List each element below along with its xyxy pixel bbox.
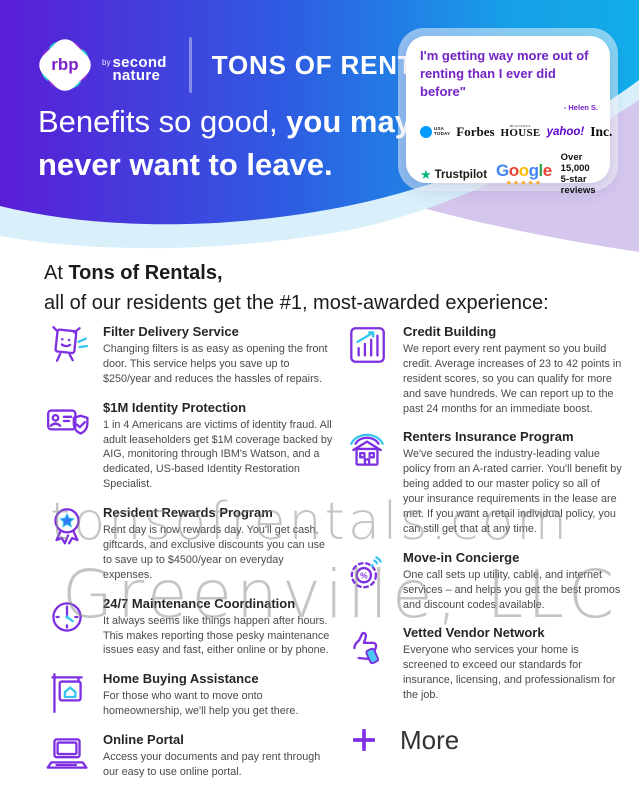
- feature-body: One call sets up utility, cable, and int…: [403, 568, 621, 611]
- by-label: by: [102, 57, 111, 67]
- intro-line2: all of our residents get the #1, most-aw…: [44, 292, 549, 314]
- usa-today-logo: USA TODAY: [420, 125, 450, 138]
- yahoo-logo: yahoo!: [546, 125, 585, 138]
- intro-heading: At Tons of Rentals, all of our residents…: [44, 262, 549, 314]
- google-stars-icon: ★★★★★: [505, 180, 543, 188]
- press-logos-row: USA TODAY Forbes BEAUTIFUL HOUSE yahoo! …: [420, 123, 612, 140]
- feature-title: 24/7 Maintenance Coordination: [103, 595, 296, 611]
- usa-today-circle-icon: [420, 125, 432, 138]
- feature-title: Move-in Concierge: [403, 549, 520, 565]
- rbp-logo: rbp: [33, 33, 97, 97]
- concierge-dial-icon: %: [350, 556, 382, 589]
- feature-vetted-vendors: Vetted Vendor Network Everyone who servi…: [344, 623, 623, 703]
- id-card-shield-icon: [47, 409, 89, 435]
- hero-headline: Benefits so good, you may never want to …: [38, 100, 412, 187]
- feature-body: It always seems like things happen after…: [103, 614, 330, 657]
- feature-body: Everyone who services your home is scree…: [403, 644, 616, 702]
- feature-body: Access your documents and pay rent throu…: [103, 751, 321, 779]
- feature-credit-building: Credit Building We report every rent pay…: [344, 322, 623, 416]
- feature-body: 1 in 4 Americans are victims of identity…: [103, 418, 333, 491]
- plus-icon: [353, 729, 375, 751]
- headline-bold-part1: you may: [286, 104, 412, 139]
- feature-title: $1M Identity Protection: [103, 399, 247, 415]
- review-count: Over 15,000 5-star reviews: [560, 151, 596, 196]
- headline-light-part: Benefits so good,: [38, 104, 287, 139]
- rbp-logo-text: rbp: [51, 55, 79, 74]
- features-grid: Filter Delivery Service Changing filters…: [44, 322, 627, 780]
- feature-body: We've secured the industry-leading value…: [403, 448, 622, 535]
- filter-delivery-icon: [52, 326, 89, 362]
- hero-banner: rbp by second nature TONS OF RENTALS Ben…: [0, 0, 639, 256]
- feature-title: Vetted Vendor Network: [403, 625, 545, 641]
- feature-title: Renters Insurance Program: [403, 429, 574, 445]
- feature-filter-delivery: Filter Delivery Service Changing filters…: [44, 322, 344, 387]
- second-nature-wordmark: by second nature: [102, 48, 167, 83]
- feature-title: Credit Building: [403, 324, 497, 339]
- feature-body: Rent day is now rewards day. You'll get …: [103, 524, 326, 581]
- inc-logo: Inc.: [590, 123, 613, 139]
- award-ribbon-icon: [54, 508, 80, 545]
- home-sign-icon: [51, 673, 83, 714]
- feature-title: Filter Delivery Service: [103, 324, 239, 339]
- testimonial-card: I'm getting way more out of renting than…: [406, 36, 612, 196]
- feature-title: Online Portal: [103, 732, 184, 748]
- credit-chart-icon: [350, 327, 385, 363]
- header-divider: [188, 37, 192, 93]
- feature-move-in-concierge: % Move-in Concierge One call sets up uti…: [344, 548, 623, 613]
- insured-house-icon: [350, 434, 384, 467]
- reviews-row: ★ Trustpilot Google ★★★★★ Over 15,000 5-…: [420, 151, 598, 197]
- google-logo: Google ★★★★★: [496, 161, 552, 188]
- house-beautiful-logo: BEAUTIFUL HOUSE: [500, 123, 541, 139]
- feature-home-buying: Home Buying Assistance For those who wan…: [44, 669, 344, 719]
- feature-title: Home Buying Assistance: [103, 671, 259, 687]
- forbes-logo: Forbes: [456, 123, 495, 139]
- laptop-icon: [46, 738, 88, 769]
- headline-bold-part2: never want to leave.: [38, 147, 333, 183]
- feature-identity-protection: $1M Identity Protection 1 in 4 Americans…: [44, 398, 344, 492]
- feature-body: For those who want to move onto homeowne…: [103, 690, 299, 718]
- more-button[interactable]: More: [348, 724, 623, 756]
- feature-title: Resident Rewards Program: [103, 505, 273, 521]
- feature-maintenance: 24/7 Maintenance Coordination It always …: [44, 594, 344, 659]
- thumbs-up-phone-icon: [353, 632, 380, 665]
- clock-icon: [52, 601, 82, 632]
- trustpilot-logo: ★ Trustpilot: [420, 166, 488, 182]
- feature-body: We report every rent payment so you buil…: [403, 343, 622, 415]
- testimonial-attribution: - Helen S.: [563, 102, 598, 112]
- feature-body: Changing filters is as easy as opening t…: [103, 343, 328, 385]
- feature-online-portal: Online Portal Access your documents and …: [44, 730, 344, 780]
- feature-renters-insurance: Renters Insurance Program We've secured …: [344, 427, 623, 536]
- feature-resident-rewards: Resident Rewards Program Rent day is now…: [44, 503, 344, 583]
- second-nature-name: second nature: [112, 53, 167, 84]
- svg-text:%: %: [360, 570, 368, 580]
- intro-brand-bold: Tons of Rentals,: [68, 262, 223, 284]
- testimonial-quote: I'm getting way more out of renting than…: [420, 48, 589, 99]
- features-left-column: Filter Delivery Service Changing filters…: [44, 322, 344, 780]
- more-label: More: [400, 724, 460, 755]
- trustpilot-star-icon: ★: [420, 166, 432, 182]
- features-right-column: Credit Building We report every rent pay…: [344, 322, 623, 780]
